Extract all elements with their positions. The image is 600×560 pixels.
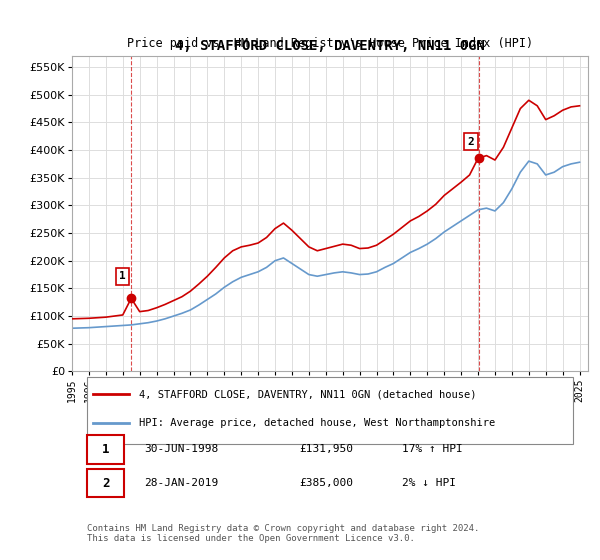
Text: 2: 2 (102, 477, 109, 489)
Text: Contains HM Land Registry data © Crown copyright and database right 2024.
This d: Contains HM Land Registry data © Crown c… (88, 524, 480, 543)
Text: 2: 2 (467, 137, 475, 147)
FancyBboxPatch shape (88, 435, 124, 464)
Text: 30-JUN-1998: 30-JUN-1998 (144, 445, 218, 455)
Text: Price paid vs. HM Land Registry's House Price Index (HPI): Price paid vs. HM Land Registry's House … (127, 37, 533, 50)
Text: 28-JAN-2019: 28-JAN-2019 (144, 478, 218, 488)
Text: HPI: Average price, detached house, West Northamptonshire: HPI: Average price, detached house, West… (139, 418, 496, 428)
Text: 2% ↓ HPI: 2% ↓ HPI (402, 478, 456, 488)
Text: £131,950: £131,950 (299, 445, 353, 455)
FancyBboxPatch shape (88, 377, 572, 444)
Text: £385,000: £385,000 (299, 478, 353, 488)
Text: 17% ↑ HPI: 17% ↑ HPI (402, 445, 463, 455)
Text: 1: 1 (119, 271, 126, 281)
Text: 4, STAFFORD CLOSE, DAVENTRY, NN11 0GN (detached house): 4, STAFFORD CLOSE, DAVENTRY, NN11 0GN (d… (139, 389, 476, 399)
Text: 1: 1 (102, 443, 109, 456)
Title: 4, STAFFORD CLOSE, DAVENTRY, NN11 0GN: 4, STAFFORD CLOSE, DAVENTRY, NN11 0GN (175, 39, 485, 53)
FancyBboxPatch shape (88, 469, 124, 497)
